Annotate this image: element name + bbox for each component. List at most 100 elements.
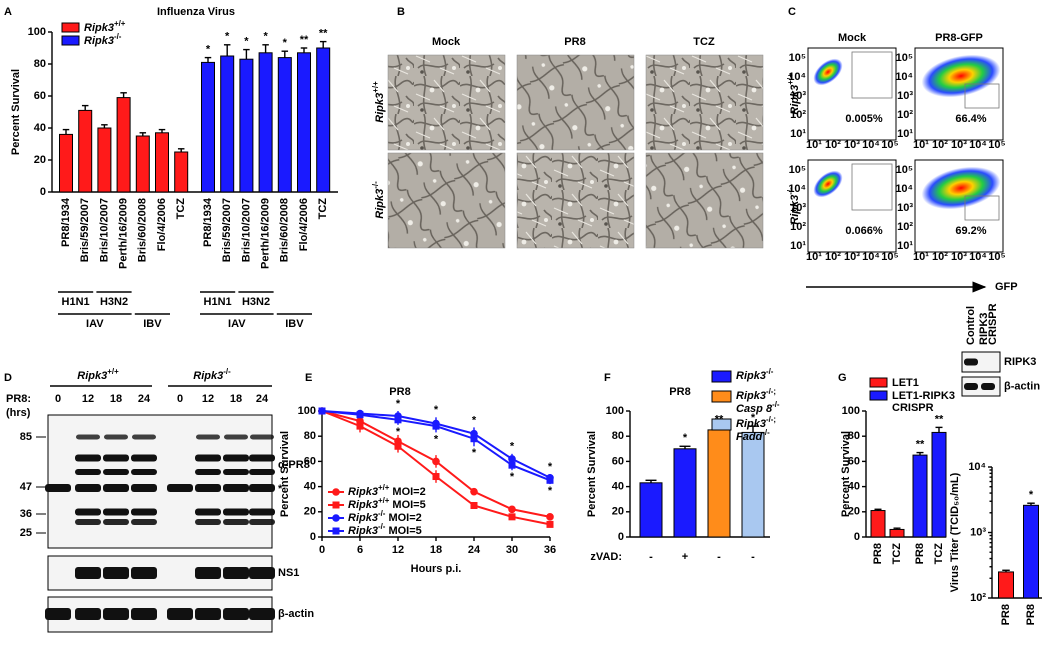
band bbox=[223, 454, 249, 462]
genotype: -/- bbox=[114, 32, 122, 41]
micrograph bbox=[645, 54, 764, 151]
flow-tick-label: 10¹ bbox=[806, 139, 822, 151]
band bbox=[249, 469, 275, 475]
legend-label: Ripk3-/- MOI=5 bbox=[348, 522, 422, 537]
bar bbox=[239, 58, 254, 193]
data-point bbox=[356, 411, 364, 419]
data-point bbox=[318, 407, 326, 415]
data-point bbox=[470, 487, 478, 496]
data-point bbox=[394, 442, 402, 450]
band bbox=[167, 608, 193, 620]
band bbox=[195, 519, 221, 525]
x-tick-label: PR8 bbox=[914, 543, 926, 564]
flow-tick-label: 10⁵ bbox=[881, 251, 898, 263]
genotype: -/-; bbox=[766, 387, 776, 396]
flow-tick-label: 10³ bbox=[951, 139, 967, 151]
y-tick-label: 60 bbox=[612, 455, 624, 467]
x-axis-label: Hours p.i. bbox=[411, 563, 462, 575]
band bbox=[249, 484, 275, 492]
bar bbox=[116, 97, 131, 193]
band bbox=[75, 608, 101, 620]
band bbox=[196, 434, 220, 440]
data-point bbox=[432, 422, 440, 430]
y-tick-label: 40 bbox=[34, 122, 46, 134]
y-tick-label: 0 bbox=[618, 531, 624, 543]
y-tick-label: 80 bbox=[304, 430, 316, 442]
band bbox=[249, 454, 275, 462]
x-tick-label: Bris/59/2007 bbox=[79, 198, 91, 262]
data-point bbox=[546, 513, 554, 521]
lane-label: 12 bbox=[82, 393, 94, 405]
band bbox=[250, 434, 274, 440]
lane-label: 24 bbox=[138, 393, 151, 405]
band bbox=[981, 383, 995, 390]
bar bbox=[1023, 504, 1039, 599]
bar bbox=[135, 135, 150, 193]
gene-name: Ripk3 bbox=[374, 189, 386, 219]
flow-tick-label: 10⁴ bbox=[895, 183, 913, 195]
bar bbox=[277, 57, 292, 193]
band bbox=[223, 608, 249, 620]
group-label: IBV bbox=[143, 318, 162, 330]
significance: * bbox=[510, 441, 515, 453]
gene-name: Ripk3 bbox=[348, 486, 378, 498]
legend-swatch bbox=[711, 370, 732, 383]
lane-label: 24 bbox=[256, 393, 269, 405]
flow-tick-label: 10⁴ bbox=[969, 139, 987, 151]
band bbox=[75, 469, 101, 475]
x-tick-label: 12 bbox=[392, 544, 404, 556]
mw-marker: 25 bbox=[20, 527, 32, 539]
chart-title: PR8 bbox=[389, 386, 410, 398]
row-label: PR8: bbox=[6, 393, 31, 405]
band bbox=[131, 608, 157, 620]
data-point bbox=[470, 435, 478, 443]
gate bbox=[851, 163, 893, 211]
band bbox=[103, 519, 129, 525]
y-tick-label: 0 bbox=[40, 186, 46, 198]
x-tick-label: 18 bbox=[430, 544, 442, 556]
y-tick-label: 80 bbox=[612, 430, 624, 442]
lane-label: 18 bbox=[230, 393, 242, 405]
flow-tick-label: 10¹ bbox=[897, 128, 913, 140]
band-label: NS1 bbox=[278, 567, 299, 579]
data-point bbox=[508, 513, 516, 521]
legend-label: Ripk3-/- bbox=[84, 32, 122, 47]
band bbox=[75, 567, 101, 579]
y-tick-label: 40 bbox=[612, 481, 624, 493]
chart-title: PR8 bbox=[669, 386, 690, 398]
band bbox=[103, 508, 129, 516]
significance: * bbox=[225, 31, 230, 43]
data-point bbox=[546, 476, 554, 484]
legend-marker bbox=[332, 527, 340, 535]
band bbox=[195, 567, 221, 579]
gate bbox=[964, 83, 1000, 109]
x-tick-label: PR8/1934 bbox=[60, 197, 72, 247]
lane-label: 0 bbox=[55, 393, 61, 405]
band-label: RIPK3 bbox=[1004, 356, 1036, 368]
band bbox=[131, 519, 157, 525]
band bbox=[223, 519, 249, 525]
bar bbox=[78, 109, 93, 193]
x-tick-label: Perth/16/2009 bbox=[118, 198, 130, 269]
chart-title: Influenza Virus bbox=[157, 6, 235, 18]
band bbox=[103, 608, 129, 620]
significance: ** bbox=[300, 34, 309, 46]
genotype: -/- bbox=[378, 522, 386, 531]
data-point bbox=[508, 461, 516, 469]
x-tick-label: TCZ bbox=[891, 543, 903, 565]
group-label: Ripk3-/- bbox=[193, 367, 231, 382]
bar bbox=[297, 52, 311, 193]
flow-tick-label: 10² bbox=[790, 221, 806, 233]
flow-tick-label: 10³ bbox=[790, 202, 806, 214]
bar bbox=[889, 528, 905, 538]
genotype: +/+ bbox=[371, 81, 380, 93]
band bbox=[103, 484, 129, 492]
gene-name: Ripk3 bbox=[736, 418, 766, 430]
category-axis-label: zVAD: bbox=[590, 551, 622, 563]
mw-marker: 36 bbox=[20, 508, 32, 520]
mw-marker: 47 bbox=[20, 481, 32, 493]
gene-name: Ripk3 bbox=[374, 93, 386, 123]
gene-name: Ripk3 bbox=[84, 22, 114, 34]
flow-tick-label: 10² bbox=[932, 139, 948, 151]
flow-tick-label: 10⁴ bbox=[862, 251, 880, 263]
